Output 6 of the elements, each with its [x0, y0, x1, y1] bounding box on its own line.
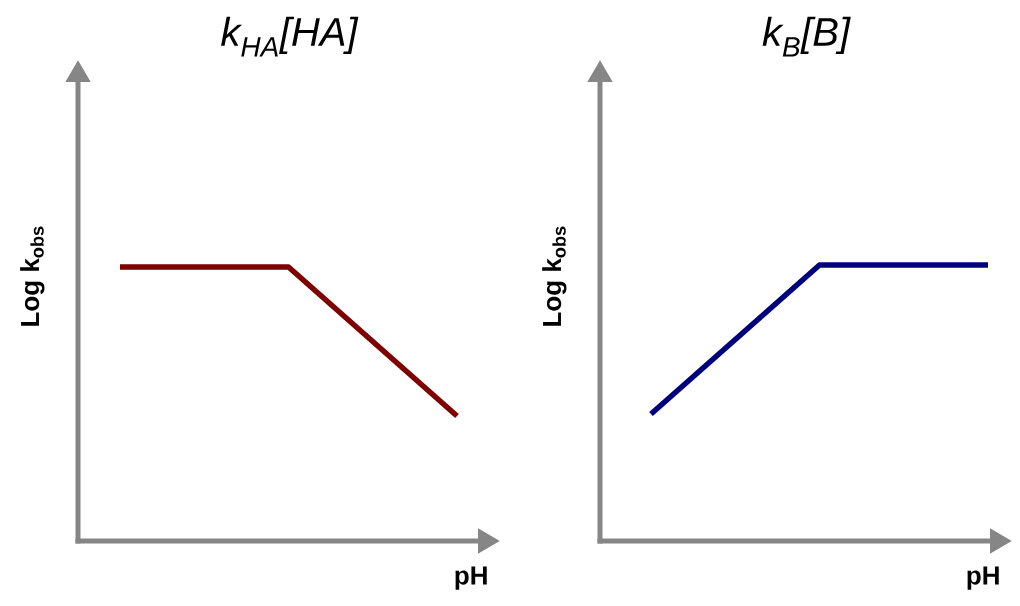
x-axis-title: pH [455, 566, 487, 590]
chart-title: k$_{B}$[B] [762, 16, 851, 57]
chart-title: k$_{HA}$[HA] [221, 16, 359, 57]
y-axis-title: Log k$_{obs}$ [542, 226, 567, 326]
y-axis-title: Log k$_{obs}$ [20, 226, 45, 326]
x-axis-title: pH [967, 566, 999, 590]
